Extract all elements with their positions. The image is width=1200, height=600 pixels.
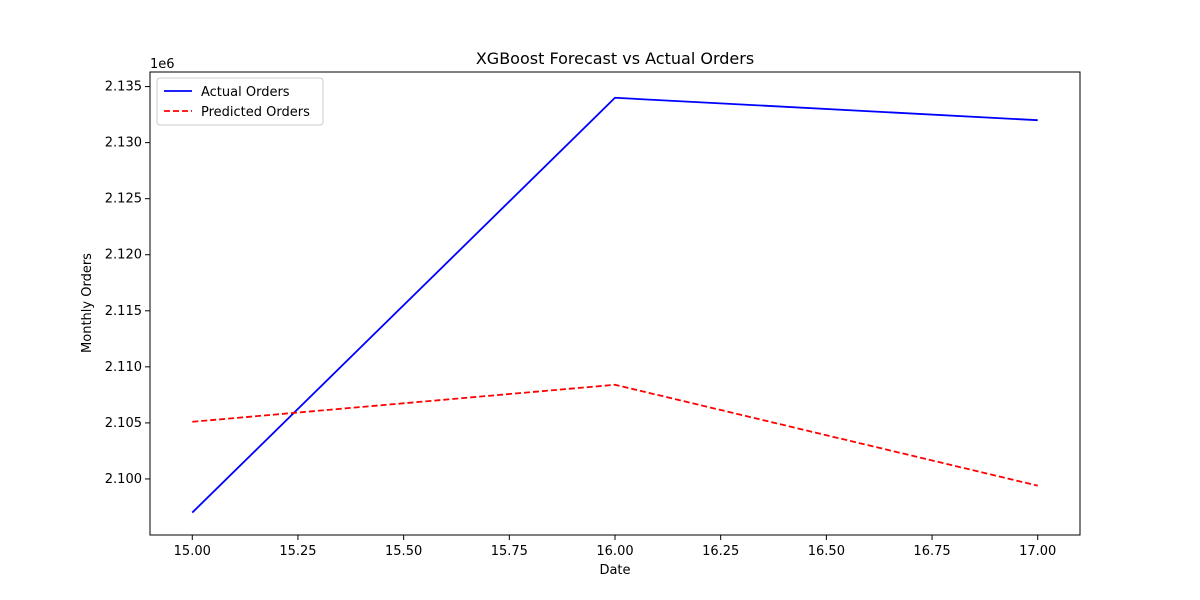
x-tick-label: 15.50: [385, 544, 422, 559]
legend-label-actual-orders: Actual Orders: [201, 85, 290, 100]
series-group: [191, 96, 1038, 514]
y-tick-label: 2.115: [105, 304, 142, 319]
legend: Actual Orders Predicted Orders: [156, 77, 324, 126]
x-tick-label: 15.25: [279, 544, 316, 559]
x-axis-ticks: 15.00 15.25 15.50 15.75 16.00 16.25 16.50 16.75…: [174, 535, 1056, 559]
chart-title: XGBoost Forecast vs Actual Orders: [476, 49, 754, 68]
series-line-predicted-orders: [192, 383, 1038, 487]
x-axis-label: Date: [599, 563, 630, 578]
y-axis-label: Monthly Orders: [80, 253, 95, 353]
plot-area: [150, 72, 1080, 535]
y-axis-offset-label: 1e6: [150, 57, 175, 72]
x-tick-label: 16.25: [702, 544, 739, 559]
y-tick-label: 2.130: [105, 136, 142, 151]
x-tick-label: 15.00: [174, 544, 211, 559]
x-tick-label: 16.75: [913, 544, 950, 559]
series-line-actual-orders: [191, 96, 1038, 514]
x-tick-label: 17.00: [1019, 544, 1056, 559]
y-tick-label: 2.100: [105, 472, 142, 487]
legend-label-predicted-orders: Predicted Orders: [201, 105, 310, 120]
x-tick-label: 16.00: [596, 544, 633, 559]
x-tick-label: 16.50: [808, 544, 845, 559]
y-tick-label: 2.125: [105, 192, 142, 207]
y-tick-label: 2.105: [105, 416, 142, 431]
legend-box: [156, 77, 324, 126]
y-tick-label: 2.110: [105, 360, 142, 375]
x-tick-label: 15.75: [491, 544, 528, 559]
y-axis-ticks: 2.100 2.105 2.110 2.115 2.120 2.125 2.130 2.135: [105, 80, 150, 487]
plot-layer: 15.00 15.25 15.50 15.75 16.00 16.25 16.50 16.75…: [105, 71, 1081, 559]
y-tick-label: 2.120: [105, 248, 142, 263]
y-tick-label: 2.135: [105, 80, 142, 95]
